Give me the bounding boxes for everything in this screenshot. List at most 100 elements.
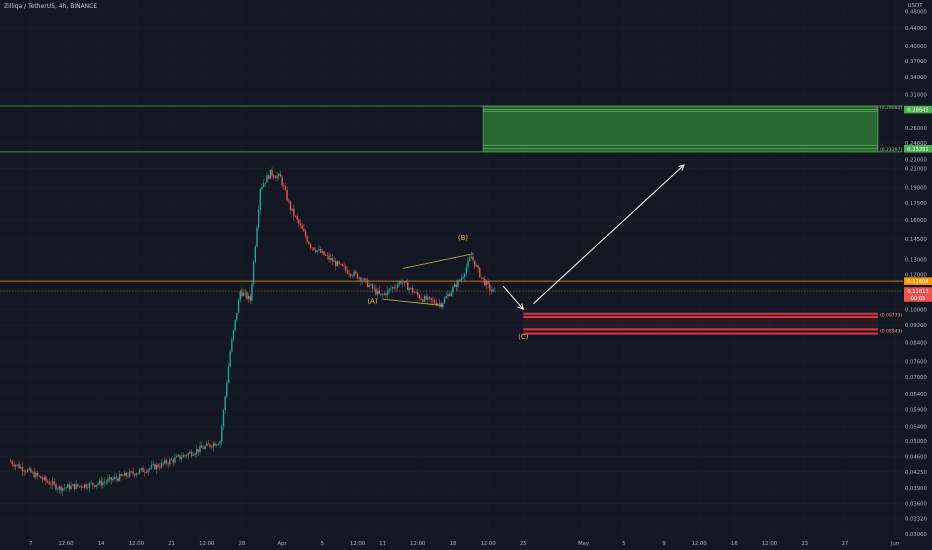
candle-body: [128, 471, 131, 477]
candle-body: [107, 478, 109, 482]
candle-body: [350, 273, 352, 276]
symbol-header: Zilliqa / TetherUS, 4h, BINANCE: [4, 3, 98, 10]
candle-body: [358, 277, 360, 279]
candle-body: [140, 468, 143, 470]
time-tick-label: 12:00: [199, 541, 215, 547]
candle-body: [149, 468, 151, 470]
time-tick-label: 25: [520, 541, 527, 547]
candle-body: [127, 475, 129, 477]
candle-body: [326, 255, 329, 256]
candle-body: [259, 189, 262, 210]
price-tick-label: 0.34000: [905, 75, 928, 81]
candle-body: [16, 464, 19, 466]
candle-body: [301, 225, 303, 229]
candle-body: [164, 460, 166, 464]
candle-body: [152, 464, 154, 466]
candle-body: [38, 475, 40, 477]
candle-body: [296, 216, 298, 220]
candle-body: [264, 182, 267, 184]
candle-body: [174, 457, 176, 463]
time-tick-label: 5: [321, 541, 324, 547]
candle-body: [120, 474, 122, 476]
candle-body: [470, 256, 473, 259]
price-marker-label: 0.28645: [907, 108, 928, 114]
candle-body: [132, 471, 134, 474]
candle-body: [484, 278, 486, 286]
candle-body: [51, 481, 54, 486]
candle-body: [437, 303, 439, 306]
candle-body: [460, 278, 463, 281]
candle-body: [134, 473, 136, 476]
candle-body: [167, 463, 169, 465]
candle-body: [336, 261, 339, 267]
candle-body: [438, 303, 441, 304]
candle-body: [360, 277, 362, 282]
price-tick-label: 0.24000: [905, 141, 928, 147]
candle-body: [195, 449, 198, 454]
candle-body: [40, 476, 42, 479]
candle-body: [212, 443, 215, 448]
candle-body: [338, 261, 340, 264]
candle-body: [266, 175, 268, 183]
candle-body: [135, 473, 138, 476]
price-axis[interactable]: 0.48000 0.44000 0.40000 0.37000 0.34000 0.310…: [905, 10, 928, 539]
candle-body: [13, 464, 15, 467]
candle-body: [433, 300, 436, 303]
candle-body: [185, 455, 188, 456]
candle-body: [93, 485, 96, 487]
time-axis[interactable]: 7 12:00 14 12:00 21 12:00 28 Apr 5 12:00 11 12:00 18…: [29, 541, 899, 547]
support-zone-band: [523, 332, 878, 335]
candle-body: [288, 200, 290, 202]
price-tick-label: 0.17500: [905, 201, 928, 207]
candle-body: [378, 290, 380, 294]
candle-body: [227, 366, 230, 384]
candle-body: [490, 290, 493, 292]
candle-body: [489, 284, 491, 291]
candle-body: [303, 228, 305, 232]
candle-body: [335, 260, 337, 267]
candle-body: [308, 241, 310, 245]
candle-body: [33, 471, 35, 478]
price-tick-label: 0.31000: [905, 93, 928, 99]
candle-body: [363, 278, 365, 281]
candle-body: [262, 183, 265, 187]
time-tick-label: 11: [379, 541, 386, 547]
candle-body: [180, 457, 183, 459]
support-zone-band: [523, 312, 878, 315]
candle-body: [142, 468, 144, 473]
candle-body: [35, 472, 37, 478]
candle-body: [333, 260, 335, 262]
candle-body: [232, 330, 235, 340]
candle-body: [211, 446, 213, 448]
candle-body: [36, 472, 39, 476]
candle-body: [157, 464, 159, 468]
candles-layer: [10, 167, 496, 496]
candle-body: [249, 295, 251, 301]
price-tick-label: 0.09200: [905, 323, 928, 329]
candle-body: [276, 175, 278, 179]
candle-body: [341, 264, 344, 266]
wave-label: (C): [518, 333, 529, 341]
price-tick-label: 0.13000: [905, 258, 928, 264]
candle-body: [385, 293, 387, 296]
candle-body: [465, 267, 468, 275]
candle-body: [145, 472, 148, 473]
candle-body: [487, 281, 489, 285]
time-tick-label: Apr: [278, 541, 288, 547]
candle-body: [428, 296, 431, 298]
candle-body: [318, 249, 320, 251]
candle-body: [98, 480, 101, 484]
candle-body: [279, 173, 282, 177]
candle-body: [189, 451, 191, 454]
candle-body: [105, 481, 107, 483]
price-tick-label: 0.06400: [905, 392, 928, 398]
candle-body: [70, 485, 72, 490]
zones-layer: (0.29082) (0.23397) (0.09773) (0.08943): [482, 105, 902, 335]
candle-body: [170, 459, 173, 461]
candle-body: [77, 483, 79, 486]
candle-body: [313, 247, 315, 250]
candle-body: [413, 292, 416, 294]
candle-body: [482, 277, 484, 279]
candle-body: [160, 462, 163, 468]
